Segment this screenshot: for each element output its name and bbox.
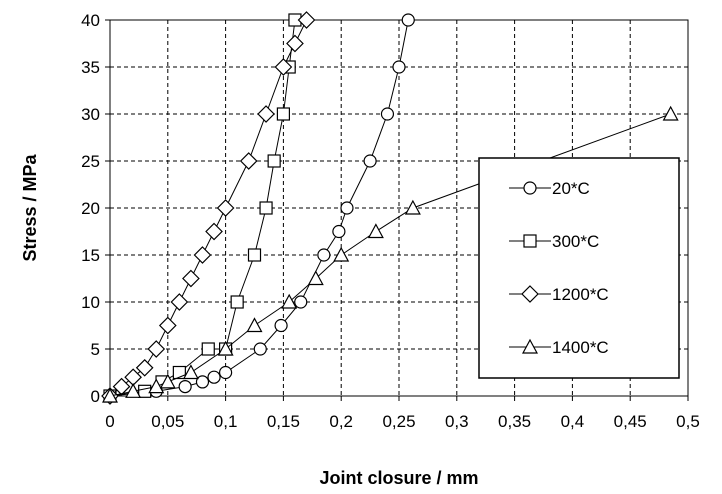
legend-marker	[523, 234, 537, 248]
data-point	[182, 269, 200, 288]
data-point	[170, 293, 189, 311]
data-point	[125, 383, 142, 398]
axes: 0 0,05 0,1 0,15 0,2 0,25 0,3 0,35 0,4 0,45 0,5 0 5 10…	[81, 11, 700, 431]
y-tick-label: 20	[81, 199, 100, 218]
y-axis-title: Stress / MPa	[20, 153, 40, 261]
data-point	[124, 368, 142, 387]
legend-label: 1200*C	[552, 285, 609, 304]
x-tick-label: 0,45	[614, 412, 647, 431]
y-tick-label: 10	[81, 293, 100, 312]
series-circle	[103, 13, 415, 403]
data-point	[662, 105, 679, 121]
data-point	[294, 295, 308, 309]
data-point	[257, 105, 275, 123]
data-point	[247, 248, 262, 262]
legend: 20*C 300*C 1200*C 1400*C	[478, 157, 680, 379]
data-point	[363, 154, 377, 168]
series-diamond	[101, 11, 316, 405]
data-point	[317, 248, 331, 262]
data-point	[276, 107, 290, 121]
data-point	[281, 293, 298, 309]
series-triangle	[101, 105, 679, 403]
data-point	[259, 201, 273, 215]
data-point	[216, 199, 235, 217]
series-line	[109, 19, 409, 397]
data-point	[404, 199, 421, 215]
legend-entry: 300*C	[509, 232, 599, 251]
x-tick-label: 0,5	[676, 412, 700, 431]
data-point	[297, 11, 316, 29]
y-tick-label: 15	[81, 246, 100, 265]
y-tick-label: 0	[91, 387, 100, 406]
series-layer	[101, 11, 679, 405]
data-point	[401, 13, 415, 27]
data-point	[267, 154, 281, 168]
legend-marker	[521, 338, 539, 354]
x-tick-label: 0,2	[329, 412, 353, 431]
data-point	[367, 223, 384, 239]
data-point	[182, 364, 199, 380]
legend-entry: 1400*C	[509, 338, 609, 357]
x-tick-label: 0,15	[267, 412, 300, 431]
legend-box	[478, 157, 680, 379]
y-tick-label: 5	[91, 340, 100, 359]
data-point	[207, 370, 221, 384]
x-tick-label: 0	[105, 412, 114, 431]
x-axis-title: Joint closure / mm	[319, 468, 478, 488]
y-tick-label: 35	[81, 58, 100, 77]
x-tick-label: 0,4	[561, 412, 585, 431]
x-tick-label: 0,1	[214, 412, 238, 431]
data-point	[101, 387, 119, 403]
data-point	[112, 377, 131, 396]
data-point	[147, 340, 166, 358]
x-tick-label: 0,25	[382, 412, 415, 431]
data-point	[239, 152, 258, 170]
data-point	[380, 107, 395, 121]
data-point	[195, 375, 210, 389]
x-tick-label: 0,3	[445, 412, 469, 431]
legend-label: 20*C	[552, 179, 590, 198]
data-point	[193, 246, 212, 264]
data-point	[392, 60, 406, 74]
data-point	[253, 342, 267, 356]
data-point	[333, 246, 350, 262]
data-point	[230, 295, 244, 309]
data-point	[217, 340, 234, 356]
data-point	[219, 365, 233, 380]
legend-label: 300*C	[552, 232, 599, 251]
x-tick-label: 0,05	[151, 412, 184, 431]
data-point	[178, 380, 192, 394]
data-point	[159, 373, 176, 389]
legend-entry: 20*C	[509, 179, 590, 198]
data-point	[332, 224, 346, 239]
y-tick-label: 40	[81, 11, 100, 30]
data-point	[274, 318, 288, 333]
legend-marker	[521, 285, 539, 303]
data-point	[307, 270, 324, 286]
data-point	[286, 34, 304, 53]
data-point	[135, 358, 154, 377]
data-point	[205, 222, 223, 241]
legend-marker	[523, 181, 537, 195]
y-tick-label: 30	[81, 105, 100, 124]
y-tick-label: 25	[81, 152, 100, 171]
data-point	[158, 316, 177, 335]
series-line	[109, 19, 307, 397]
legend-label: 1400*C	[552, 338, 609, 357]
data-point	[148, 378, 165, 394]
data-point	[138, 384, 152, 398]
data-point	[340, 201, 354, 215]
x-tick-label: 0,35	[498, 412, 531, 431]
legend-entry: 1200*C	[509, 285, 609, 304]
data-point	[274, 58, 293, 76]
data-point	[201, 342, 215, 356]
data-point	[246, 317, 263, 333]
